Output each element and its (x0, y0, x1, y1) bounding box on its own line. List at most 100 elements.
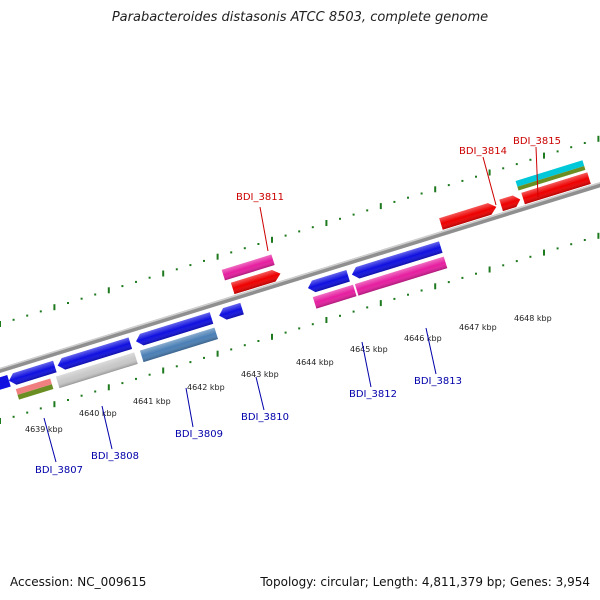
minor-tick (298, 327, 301, 330)
gene-label-bdi-3810[interactable]: BDI_3810 (241, 412, 289, 423)
minor-tick (461, 276, 464, 279)
minor-tick (570, 146, 573, 149)
gene-bdi-3811-pink[interactable] (221, 254, 275, 281)
minor-tick (230, 251, 233, 254)
minor-tick (393, 297, 396, 300)
minor-tick (12, 318, 15, 321)
genome-summary: Topology: circular; Length: 4,811,379 bp… (260, 575, 590, 589)
major-tick (325, 317, 328, 323)
gene-label-bdi-3811[interactable]: BDI_3811 (236, 192, 284, 203)
minor-tick (311, 226, 314, 229)
gene-blue-3812a[interactable] (306, 270, 350, 294)
accession-label: Accession: NC_009615 (10, 575, 147, 589)
minor-tick (135, 280, 137, 283)
minor-tick (407, 196, 409, 199)
gene-bdi-3813[interactable] (354, 256, 448, 296)
minor-tick (556, 247, 559, 250)
gene-red-right[interactable] (521, 172, 591, 205)
minor-tick (420, 289, 423, 292)
minor-tick (12, 415, 15, 418)
gene-bdi-3810[interactable] (217, 302, 244, 322)
gene-bdi-3811[interactable] (230, 268, 282, 295)
minor-tick (583, 239, 586, 241)
major-tick (53, 304, 56, 311)
minor-tick (339, 314, 341, 317)
minor-tick (529, 158, 532, 161)
major-tick (216, 253, 219, 260)
minor-tick (243, 247, 246, 250)
scale-label: 4646 kbp (404, 334, 442, 343)
minor-tick (135, 377, 137, 380)
gene-blue-left-edge[interactable] (0, 375, 11, 395)
minor-tick (515, 163, 518, 166)
gene-label-bdi-3814[interactable]: BDI_3814 (459, 146, 507, 157)
major-tick (597, 135, 600, 142)
scale-label: 4648 kbp (514, 314, 552, 323)
major-tick (488, 169, 491, 176)
gene-bdi-3809[interactable] (134, 312, 219, 363)
major-tick (597, 232, 600, 239)
minor-tick (339, 217, 341, 220)
major-tick (488, 266, 491, 273)
minor-tick (311, 323, 314, 326)
major-tick (271, 236, 273, 243)
minor-tick (352, 213, 355, 216)
leader-lines (43, 146, 539, 463)
minor-tick (475, 272, 477, 275)
gene-label-bdi-3815[interactable]: BDI_3815 (513, 136, 561, 147)
minor-tick (230, 348, 233, 351)
gene-bdi-3812[interactable] (312, 284, 357, 309)
minor-tick (502, 167, 505, 170)
scale-label: 4641 kbp (133, 397, 171, 406)
major-tick (543, 249, 545, 256)
minor-tick (39, 407, 42, 410)
minor-tick (257, 243, 260, 245)
minor-tick (80, 297, 83, 300)
genome-backbone (0, 170, 600, 382)
gene-bdi-3815[interactable] (499, 194, 522, 212)
major-tick (271, 333, 273, 340)
major-tick (379, 203, 382, 210)
minor-tick (420, 192, 423, 195)
minor-tick (475, 175, 477, 178)
gene-blue-3813a[interactable] (350, 241, 443, 280)
minor-tick (461, 179, 464, 182)
minor-tick (39, 310, 42, 313)
major-tick (0, 418, 1, 424)
minor-tick (447, 184, 450, 187)
minor-tick (243, 344, 246, 347)
scale-label: 4640 kbp (79, 409, 117, 418)
top-tick-row (0, 135, 600, 327)
gene-label-bdi-3813[interactable]: BDI_3813 (414, 376, 462, 387)
minor-tick (189, 361, 192, 364)
minor-tick (121, 382, 124, 385)
minor-tick (366, 306, 369, 309)
major-tick (325, 220, 328, 226)
gene-bdi-3814[interactable] (439, 201, 498, 230)
major-tick (162, 270, 165, 277)
gene-label-bdi-3812[interactable]: BDI_3812 (349, 389, 397, 400)
scale-label: 4642 kbp (187, 383, 225, 392)
minor-tick (257, 340, 260, 342)
gene-bdi-3807[interactable] (7, 360, 61, 401)
minor-tick (148, 373, 151, 376)
gene-label-bdi-3807[interactable]: BDI_3807 (35, 465, 83, 476)
gene-label-bdi-3808[interactable]: BDI_3808 (91, 451, 139, 462)
minor-tick (393, 200, 396, 203)
minor-tick (556, 150, 559, 153)
minor-tick (80, 394, 83, 397)
minor-tick (189, 264, 192, 267)
gene-cyan-right[interactable] (515, 160, 586, 191)
major-tick (0, 321, 1, 327)
scale-label: 4644 kbp (296, 358, 334, 367)
major-tick (107, 287, 110, 294)
minor-tick (121, 285, 124, 288)
gene-bdi-3808[interactable] (51, 337, 138, 389)
minor-tick (284, 234, 287, 237)
gene-label-bdi-3809[interactable]: BDI_3809 (175, 429, 223, 440)
major-tick (543, 152, 545, 159)
major-tick (434, 283, 437, 290)
scale-label: 4647 kbp (459, 323, 497, 332)
minor-tick (284, 331, 287, 334)
